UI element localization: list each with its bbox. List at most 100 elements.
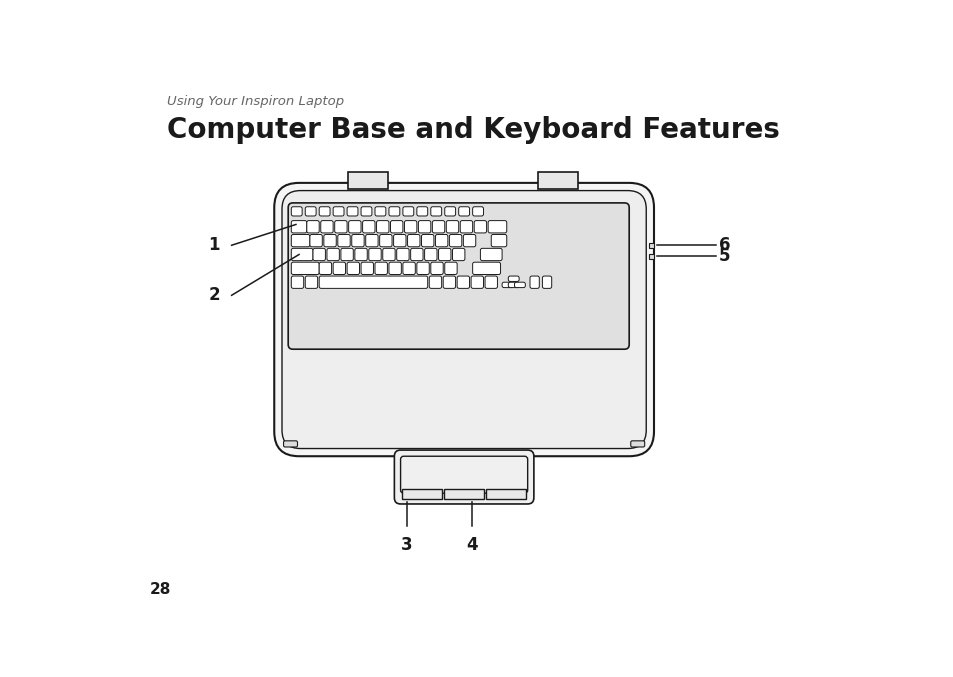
FancyBboxPatch shape — [333, 262, 345, 274]
FancyBboxPatch shape — [307, 221, 319, 233]
FancyBboxPatch shape — [347, 206, 357, 216]
FancyBboxPatch shape — [443, 276, 456, 288]
FancyBboxPatch shape — [488, 221, 506, 233]
Text: 5: 5 — [719, 247, 730, 265]
FancyBboxPatch shape — [355, 248, 367, 261]
FancyBboxPatch shape — [446, 221, 458, 233]
FancyBboxPatch shape — [508, 282, 518, 288]
FancyBboxPatch shape — [416, 206, 427, 216]
FancyBboxPatch shape — [394, 234, 406, 247]
FancyBboxPatch shape — [323, 234, 335, 247]
FancyBboxPatch shape — [360, 206, 372, 216]
FancyBboxPatch shape — [282, 191, 645, 449]
FancyBboxPatch shape — [472, 262, 500, 274]
FancyBboxPatch shape — [438, 248, 451, 261]
FancyBboxPatch shape — [340, 248, 353, 261]
Text: 4: 4 — [466, 536, 477, 554]
FancyBboxPatch shape — [444, 262, 456, 274]
FancyBboxPatch shape — [348, 221, 360, 233]
FancyBboxPatch shape — [379, 234, 392, 247]
FancyBboxPatch shape — [305, 276, 317, 288]
FancyBboxPatch shape — [396, 248, 409, 261]
FancyBboxPatch shape — [418, 221, 431, 233]
FancyBboxPatch shape — [310, 234, 322, 247]
Bar — [348, 172, 388, 189]
FancyBboxPatch shape — [404, 221, 416, 233]
Text: Using Your Inspiron Laptop: Using Your Inspiron Laptop — [167, 95, 344, 108]
Bar — [485, 489, 525, 498]
FancyBboxPatch shape — [400, 456, 527, 493]
Bar — [649, 243, 654, 248]
FancyBboxPatch shape — [472, 206, 483, 216]
FancyBboxPatch shape — [365, 234, 377, 247]
FancyBboxPatch shape — [327, 248, 339, 261]
FancyBboxPatch shape — [449, 234, 461, 247]
FancyBboxPatch shape — [480, 248, 501, 261]
FancyBboxPatch shape — [274, 183, 654, 456]
FancyBboxPatch shape — [313, 248, 325, 261]
FancyBboxPatch shape — [432, 221, 444, 233]
FancyBboxPatch shape — [410, 248, 422, 261]
FancyBboxPatch shape — [288, 203, 629, 349]
FancyBboxPatch shape — [435, 234, 447, 247]
Text: 1: 1 — [209, 236, 220, 255]
FancyBboxPatch shape — [360, 262, 373, 274]
FancyBboxPatch shape — [320, 221, 333, 233]
FancyBboxPatch shape — [458, 206, 469, 216]
FancyBboxPatch shape — [283, 441, 297, 447]
FancyBboxPatch shape — [459, 221, 472, 233]
FancyBboxPatch shape — [424, 248, 436, 261]
FancyBboxPatch shape — [484, 276, 497, 288]
FancyBboxPatch shape — [382, 248, 395, 261]
FancyBboxPatch shape — [369, 248, 381, 261]
FancyBboxPatch shape — [542, 276, 551, 288]
Text: 3: 3 — [400, 536, 412, 554]
FancyBboxPatch shape — [630, 441, 644, 447]
FancyBboxPatch shape — [319, 276, 427, 288]
FancyBboxPatch shape — [514, 282, 525, 288]
FancyBboxPatch shape — [291, 221, 307, 233]
FancyBboxPatch shape — [456, 276, 469, 288]
FancyBboxPatch shape — [319, 206, 330, 216]
FancyBboxPatch shape — [530, 276, 538, 288]
FancyBboxPatch shape — [305, 206, 315, 216]
FancyBboxPatch shape — [394, 450, 534, 504]
FancyBboxPatch shape — [352, 234, 364, 247]
Bar — [649, 254, 654, 259]
Bar — [443, 489, 484, 498]
Text: 2: 2 — [208, 286, 220, 304]
FancyBboxPatch shape — [444, 206, 456, 216]
Bar — [402, 489, 442, 498]
FancyBboxPatch shape — [452, 248, 464, 261]
FancyBboxPatch shape — [402, 206, 414, 216]
Text: 28: 28 — [150, 582, 172, 596]
FancyBboxPatch shape — [407, 234, 419, 247]
FancyBboxPatch shape — [389, 262, 401, 274]
FancyBboxPatch shape — [389, 206, 399, 216]
FancyBboxPatch shape — [291, 206, 302, 216]
FancyBboxPatch shape — [501, 282, 513, 288]
FancyBboxPatch shape — [421, 234, 434, 247]
FancyBboxPatch shape — [333, 206, 344, 216]
Bar — [537, 172, 578, 189]
FancyBboxPatch shape — [291, 276, 303, 288]
FancyBboxPatch shape — [471, 276, 483, 288]
FancyBboxPatch shape — [463, 234, 476, 247]
FancyBboxPatch shape — [402, 262, 415, 274]
FancyBboxPatch shape — [362, 221, 375, 233]
FancyBboxPatch shape — [375, 262, 387, 274]
Text: Computer Base and Keyboard Features: Computer Base and Keyboard Features — [167, 116, 780, 144]
FancyBboxPatch shape — [291, 248, 313, 261]
FancyBboxPatch shape — [431, 206, 441, 216]
FancyBboxPatch shape — [376, 221, 389, 233]
FancyBboxPatch shape — [337, 234, 350, 247]
FancyBboxPatch shape — [291, 234, 310, 247]
FancyBboxPatch shape — [491, 234, 506, 247]
FancyBboxPatch shape — [390, 221, 402, 233]
FancyBboxPatch shape — [474, 221, 486, 233]
FancyBboxPatch shape — [291, 262, 319, 274]
FancyBboxPatch shape — [335, 221, 347, 233]
FancyBboxPatch shape — [375, 206, 385, 216]
FancyBboxPatch shape — [416, 262, 429, 274]
FancyBboxPatch shape — [429, 276, 441, 288]
